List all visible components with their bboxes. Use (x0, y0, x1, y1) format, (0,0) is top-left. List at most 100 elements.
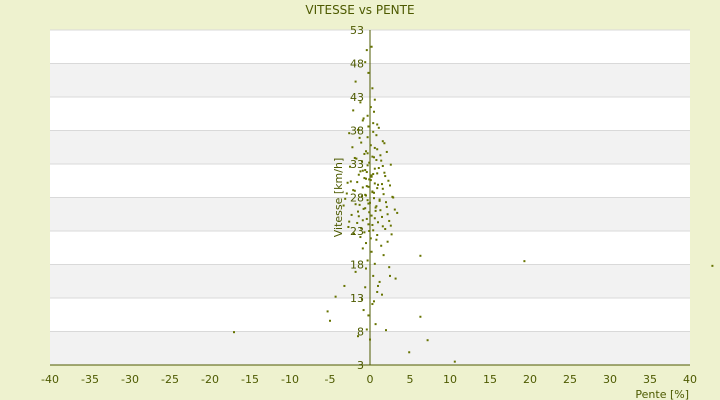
data-point (369, 106, 372, 109)
x-tick-label: 20 (523, 373, 537, 386)
data-point (393, 208, 396, 211)
data-point (379, 154, 382, 157)
data-point (368, 230, 371, 232)
data-point (373, 146, 376, 149)
data-point (381, 140, 384, 143)
data-point (366, 164, 369, 167)
y-tick-label: 18 (350, 259, 364, 272)
data-point (711, 264, 714, 267)
x-tick-label: 0 (367, 373, 374, 386)
data-point (380, 244, 383, 247)
data-point (354, 270, 357, 273)
data-point (344, 197, 347, 200)
data-point (374, 209, 377, 212)
data-point (363, 231, 366, 234)
y-tick-label: 48 (350, 58, 364, 71)
data-point (364, 169, 367, 172)
data-point (381, 215, 383, 218)
data-point (379, 209, 382, 212)
y-tick-label: 33 (350, 158, 364, 171)
data-point (365, 194, 367, 197)
data-point (366, 259, 369, 262)
data-point (381, 187, 384, 190)
data-point (368, 211, 371, 214)
data-point (386, 240, 389, 243)
x-tick-label: -5 (325, 373, 336, 386)
data-point (381, 165, 384, 168)
data-point (366, 136, 369, 139)
x-tick-label: -25 (161, 373, 179, 386)
data-point (377, 167, 380, 170)
data-point (346, 181, 349, 184)
data-point (364, 207, 367, 210)
data-point (385, 201, 387, 204)
data-point (373, 262, 376, 265)
data-point (366, 152, 369, 155)
data-point (342, 204, 345, 207)
y-tick-label: 38 (350, 125, 364, 138)
data-point (354, 203, 357, 206)
data-point (361, 160, 363, 163)
data-point (375, 205, 378, 208)
data-point (347, 225, 350, 228)
data-point (390, 233, 393, 236)
data-point (373, 167, 376, 170)
data-point (370, 214, 373, 217)
y-axis-label: Vitesse [km/h] (332, 158, 345, 238)
data-point (381, 183, 383, 186)
data-point (389, 184, 391, 187)
data-point (358, 203, 361, 206)
x-tick-labels: -40 -35 -30 -25 -20 -15 -10 -5 0 5 10 15 20 25 30 35 40 (41, 373, 697, 386)
data-point (372, 229, 375, 232)
data-point (376, 172, 379, 175)
data-point (370, 175, 373, 178)
x-tick-label: 40 (683, 373, 697, 386)
data-point (363, 152, 366, 155)
data-point (378, 198, 381, 201)
data-point (385, 150, 388, 153)
data-point (372, 274, 375, 277)
data-point (371, 155, 374, 158)
data-point (384, 227, 387, 230)
data-point (375, 158, 378, 161)
data-point (388, 266, 391, 269)
data-point (388, 219, 391, 222)
data-point (351, 146, 354, 149)
data-point (365, 217, 368, 220)
data-point (361, 119, 364, 122)
data-point (362, 117, 365, 120)
data-point (371, 303, 374, 306)
data-point (350, 213, 353, 216)
data-point (373, 98, 376, 101)
data-point (345, 192, 348, 195)
data-point (385, 205, 388, 208)
data-point (348, 132, 351, 135)
data-point (365, 242, 367, 245)
data-point (384, 175, 387, 178)
data-point (373, 217, 376, 220)
data-point (386, 213, 389, 216)
data-point (375, 134, 378, 137)
data-point (366, 114, 369, 117)
data-point (367, 202, 370, 205)
chart-title: VITESSE vs PENTE (305, 3, 414, 17)
data-point (364, 286, 367, 289)
data-point (364, 61, 367, 64)
data-point (374, 323, 377, 326)
data-point (383, 142, 386, 145)
data-point (354, 80, 357, 83)
data-point (362, 309, 365, 312)
x-tick-label: -20 (201, 373, 219, 386)
data-point (373, 191, 375, 194)
data-point (371, 190, 374, 193)
data-point (359, 170, 362, 173)
data-point (426, 339, 429, 342)
y-tick-label: 3 (357, 359, 364, 372)
data-point (383, 171, 386, 174)
data-point (353, 156, 356, 159)
data-point (396, 211, 399, 214)
data-point (363, 177, 366, 180)
data-point (372, 122, 375, 125)
data-point (373, 110, 375, 113)
